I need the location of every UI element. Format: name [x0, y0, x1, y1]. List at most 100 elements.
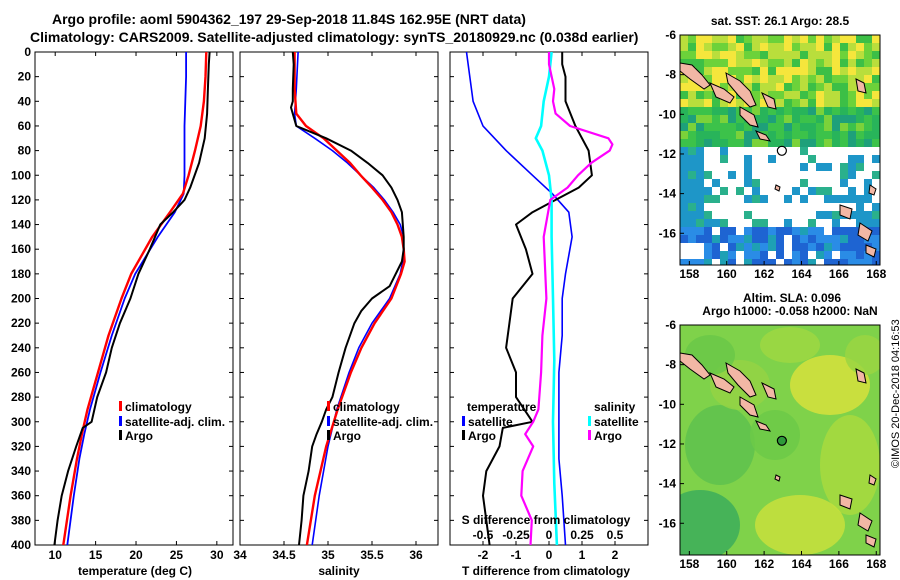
- x-tick-label: 15: [89, 548, 103, 562]
- sst-cell: [784, 123, 793, 132]
- sst-cell: [728, 43, 737, 52]
- sst-cell: [800, 59, 809, 68]
- sst-cell: [808, 195, 817, 204]
- sst-cell: [704, 195, 713, 204]
- sst-cell: [728, 219, 737, 228]
- sst-cell: [720, 83, 729, 92]
- sst-cell: [824, 147, 833, 156]
- sst-cell: [768, 139, 777, 148]
- sst-cell: [768, 235, 777, 244]
- sst-cell: [792, 59, 801, 68]
- sst-cell: [680, 179, 689, 188]
- sla-blob: [755, 495, 845, 555]
- sst-cell: [744, 259, 753, 265]
- sst-cell: [768, 123, 777, 132]
- sst-cell: [872, 51, 880, 60]
- sst-cell: [784, 131, 793, 140]
- sst-cell: [712, 243, 721, 252]
- y-tick-label: 360: [11, 489, 31, 503]
- sst-cell: [808, 203, 817, 212]
- sst-cell: [800, 115, 809, 124]
- sst-cell: [784, 147, 793, 156]
- sst-cell: [784, 179, 793, 188]
- y-tick-label: -12: [659, 147, 677, 161]
- sst-cell: [704, 83, 713, 92]
- sst-cell: [784, 67, 793, 76]
- sst-cell: [744, 147, 753, 156]
- sst-cell: [800, 219, 809, 228]
- sst-cell: [744, 251, 753, 260]
- sst-cell: [856, 51, 865, 60]
- sst-cell: [840, 147, 849, 156]
- sst-cell: [776, 67, 785, 76]
- sst-cell: [840, 187, 849, 196]
- y-tick-label: -14: [659, 477, 677, 491]
- island: [761, 381, 777, 400]
- sst-cell: [848, 123, 857, 132]
- legend-t-argo: Argo: [468, 429, 496, 443]
- climatology-line: [62, 52, 208, 545]
- y-tick-label: -14: [659, 187, 677, 201]
- sst-map-frame: [679, 34, 881, 266]
- sst-cell: [848, 155, 857, 164]
- sst-cell: [872, 131, 880, 140]
- sst-cell: [816, 251, 825, 260]
- sst-cell: [728, 179, 737, 188]
- sst-cell: [776, 235, 785, 244]
- sst-cell: [856, 75, 865, 84]
- sst-cell: [824, 59, 833, 68]
- sst-cell: [768, 51, 777, 60]
- sst-cell: [760, 155, 769, 164]
- sst-cell: [680, 75, 689, 84]
- sst-cell: [784, 211, 793, 220]
- sst-cell: [680, 259, 689, 265]
- sst-cell: [752, 107, 761, 116]
- sst-cell: [768, 219, 777, 228]
- sst-cell: [816, 91, 825, 100]
- sst-cell: [784, 107, 793, 116]
- t-satellite-line: [465, 52, 573, 545]
- sla-argo-location-marker: [776, 435, 787, 446]
- sst-cell: [688, 227, 697, 236]
- sst-cell: [816, 35, 825, 44]
- sst-cell: [824, 107, 833, 116]
- x-tick-label: 1: [579, 548, 586, 562]
- sst-cell: [816, 107, 825, 116]
- sst-cell: [744, 171, 753, 180]
- island: [725, 362, 757, 398]
- sst-cell: [840, 123, 849, 132]
- sst-cell: [696, 155, 705, 164]
- sst-cell: [760, 235, 769, 244]
- sst-cell: [776, 51, 785, 60]
- sst-cell: [816, 83, 825, 92]
- sst-cell: [824, 259, 833, 265]
- sst-cell: [840, 51, 849, 60]
- island: [865, 534, 877, 548]
- sst-cell: [832, 75, 841, 84]
- sst-cell: [680, 147, 689, 156]
- sst-cell: [736, 251, 745, 260]
- sst-cell: [840, 131, 849, 140]
- sst-cell: [720, 187, 729, 196]
- sst-cell: [680, 131, 689, 140]
- sst-cell: [864, 195, 873, 204]
- sst-cell: [712, 251, 721, 260]
- sst-cell: [824, 219, 833, 228]
- sst-cell: [720, 243, 729, 252]
- salinity-lines: [290, 52, 406, 545]
- sst-cell: [800, 131, 809, 140]
- sst-cell: [840, 139, 849, 148]
- temperature-panel: 0 20 40 60 80 100 120 140 160 180 200 220 240 260 280 3…: [11, 45, 234, 578]
- sst-cell: [872, 147, 880, 156]
- sst-cell: [776, 163, 785, 172]
- legend-swatch-climatology: [119, 401, 122, 411]
- sst-cell: [752, 43, 761, 52]
- sst-cell: [688, 259, 697, 265]
- sst-cell: [776, 99, 785, 108]
- sst-cell: [840, 179, 849, 188]
- y-tick-label: 60: [18, 119, 32, 133]
- sst-cell: [720, 195, 729, 204]
- sst-cell: [760, 123, 769, 132]
- sst-cell: [696, 67, 705, 76]
- y-tick-label: 300: [11, 415, 31, 429]
